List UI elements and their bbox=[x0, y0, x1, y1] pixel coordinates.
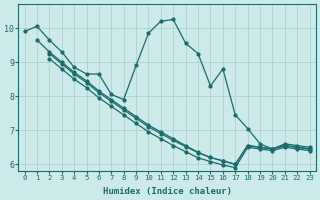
X-axis label: Humidex (Indice chaleur): Humidex (Indice chaleur) bbox=[103, 187, 232, 196]
